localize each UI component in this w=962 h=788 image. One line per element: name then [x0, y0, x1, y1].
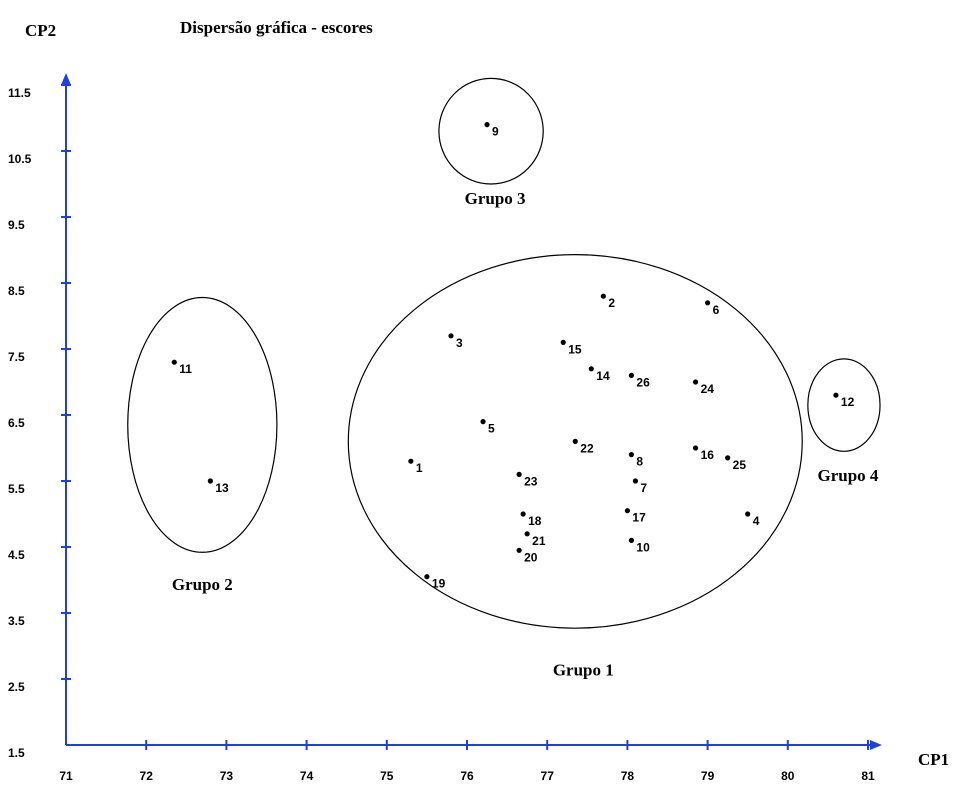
- data-point-label-17: 17: [632, 511, 646, 525]
- data-point-24: [692, 379, 699, 385]
- data-point-11: [171, 359, 177, 365]
- x-tick-label: 76: [460, 769, 474, 783]
- data-point-label-9: 9: [492, 125, 499, 139]
- y-tick-label: 3.5: [8, 614, 25, 628]
- data-point-label-2: 2: [608, 296, 615, 310]
- data-point-label-12: 12: [841, 395, 855, 409]
- data-point-label-22: 22: [580, 441, 594, 455]
- y-tick-label: 1.5: [8, 746, 25, 760]
- group-ellipse-2: [127, 296, 278, 553]
- chart-title: Dispersão gráfica - escores: [180, 18, 373, 37]
- data-point-label-8: 8: [636, 455, 643, 469]
- group-ellipse-3: [438, 77, 544, 185]
- y-axis-arrow: [61, 73, 71, 85]
- data-point-label-5: 5: [488, 422, 495, 436]
- data-point-22: [572, 438, 578, 444]
- data-point-label-25: 25: [733, 458, 747, 472]
- data-point-label-1: 1: [416, 461, 423, 475]
- data-point-20: [516, 547, 522, 553]
- data-point-12: [833, 392, 839, 398]
- data-point-label-6: 6: [713, 303, 720, 317]
- x-tick-label: 74: [300, 769, 314, 783]
- data-point-25: [725, 455, 731, 461]
- data-point-8: [628, 452, 635, 458]
- data-point-19: [424, 574, 430, 580]
- data-point-label-4: 4: [753, 514, 760, 528]
- data-point-label-11: 11: [179, 362, 192, 376]
- y-tick-label: 10.5: [8, 152, 32, 166]
- data-point-label-13: 13: [215, 481, 229, 495]
- y-axis-title: CP2: [25, 21, 56, 40]
- y-tick-label: 7.5: [8, 350, 25, 364]
- group-label-4: Grupo 4: [817, 466, 878, 485]
- group-label-1: Grupo 1: [553, 661, 614, 680]
- data-point-label-19: 19: [432, 577, 446, 591]
- data-point-label-10: 10: [636, 540, 650, 554]
- y-tick-label: 6.5: [8, 416, 25, 430]
- data-point-3: [448, 333, 454, 339]
- data-point-16: [692, 445, 699, 451]
- data-point-label-23: 23: [524, 474, 538, 488]
- data-point-5: [480, 419, 486, 425]
- x-tick-label: 81: [861, 769, 875, 783]
- data-point-23: [516, 471, 522, 477]
- x-tick-label: 77: [541, 769, 555, 783]
- y-tick-label: 8.5: [8, 284, 25, 298]
- y-tick-label: 5.5: [8, 482, 25, 496]
- data-point-label-15: 15: [568, 342, 582, 356]
- data-point-label-14: 14: [596, 369, 610, 383]
- data-point-17: [624, 508, 631, 514]
- x-tick-label: 75: [380, 769, 394, 783]
- data-point-label-24: 24: [701, 382, 715, 396]
- data-point-1: [408, 458, 414, 464]
- group-label-3: Grupo 3: [465, 189, 526, 208]
- group-ellipse-1: [347, 254, 803, 629]
- group-ellipse-4: [807, 358, 881, 452]
- data-point-label-3: 3: [456, 336, 463, 350]
- data-point-6: [705, 300, 711, 306]
- x-tick-label: 71: [59, 769, 73, 783]
- x-axis-arrow: [870, 740, 882, 750]
- data-point-label-20: 20: [524, 550, 538, 564]
- data-point-label-7: 7: [640, 481, 647, 495]
- data-point-7: [632, 478, 639, 484]
- axes: 71 72 73 74 75 76 77 78 79 80 811.52.53.54.55.56.5…: [8, 73, 882, 783]
- data-point-4: [745, 511, 751, 517]
- x-tick-label: 78: [621, 769, 635, 783]
- data-point-14: [588, 366, 594, 372]
- data-point-label-16: 16: [701, 448, 715, 462]
- x-tick-label: 72: [140, 769, 154, 783]
- x-tick-label: 80: [781, 769, 795, 783]
- group-label-2: Grupo 2: [172, 575, 233, 594]
- x-axis-title: CP1: [918, 750, 949, 769]
- data-point-26: [628, 372, 635, 378]
- data-point-21: [524, 531, 530, 537]
- y-tick-label: 11.5: [8, 86, 31, 100]
- x-tick-label: 79: [701, 769, 715, 783]
- group-ellipses: Grupo 1 Grupo 2 Grupo 3 Grupo 4: [127, 77, 881, 680]
- y-tick-label: 4.5: [8, 548, 25, 562]
- y-tick-label: 2.5: [8, 680, 25, 694]
- x-tick-label: 73: [220, 769, 234, 783]
- data-point-13: [207, 478, 213, 484]
- data-point-label-21: 21: [532, 534, 546, 548]
- data-point-15: [560, 339, 566, 345]
- data-point-10: [628, 537, 635, 544]
- y-tick-label: 9.5: [8, 218, 25, 232]
- data-point-2: [600, 293, 606, 299]
- data-point-18: [520, 511, 526, 517]
- data-point-label-26: 26: [636, 375, 650, 389]
- data-point-label-18: 18: [528, 514, 542, 528]
- data-points: 1234567891011121314151617181920212223242…: [171, 122, 855, 591]
- data-point-9: [484, 122, 490, 128]
